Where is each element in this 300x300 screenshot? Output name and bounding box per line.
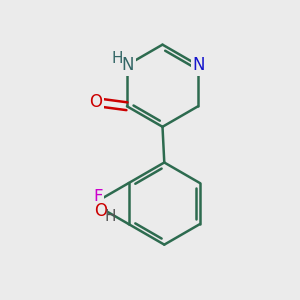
Text: H: H xyxy=(104,209,116,224)
Text: O: O xyxy=(89,93,102,111)
Text: N: N xyxy=(122,56,134,74)
Text: F: F xyxy=(93,188,103,206)
Text: H: H xyxy=(111,51,123,66)
Text: O: O xyxy=(94,202,107,220)
Text: N: N xyxy=(193,56,205,74)
